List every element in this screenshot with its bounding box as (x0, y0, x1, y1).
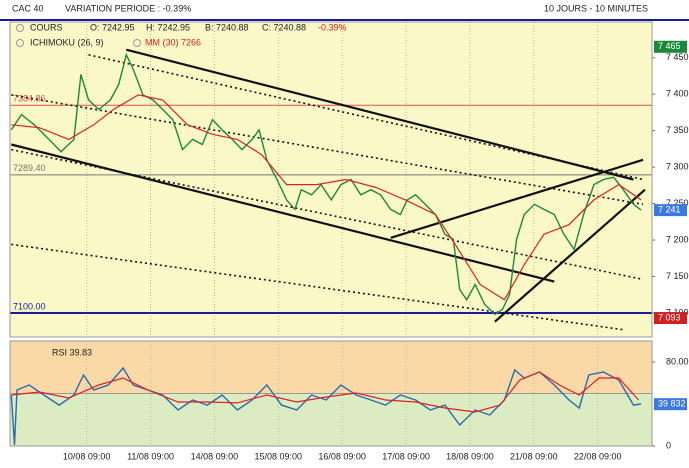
level-label: 7289.40 (13, 163, 46, 173)
y-tick-label: 0 (666, 440, 671, 450)
y-tick-label: 7 150 (666, 271, 689, 281)
y-tick-label: 7 200 (666, 234, 689, 244)
price-marker-label: 7 093 (658, 312, 681, 322)
x-tick-label: 21/08 09:00 (510, 451, 558, 461)
gear-icon[interactable] (16, 39, 24, 47)
gear-icon[interactable] (16, 24, 24, 32)
price-marker (654, 204, 687, 217)
panel-border (9, 21, 653, 338)
indicator: ICHIMOKU (26, 9) (30, 37, 104, 47)
price-marker (654, 40, 687, 53)
price-marker-label: 7 465 (658, 41, 681, 51)
level-label: 7384.86 (13, 94, 46, 104)
legend-mm: MM (30) 7266 (145, 37, 201, 47)
x-tick-label: 18/08 09:00 (446, 451, 494, 461)
level-label: 7100.00 (13, 301, 46, 311)
price-marker-label: 7 241 (658, 205, 681, 215)
x-tick-label: 11/08 09:00 (127, 451, 174, 461)
x-tick-label: 14/08 09:00 (191, 451, 239, 461)
zone-below (10, 393, 652, 446)
info: C: 7240.88 (262, 22, 306, 32)
info: B: 7240.88 (205, 22, 249, 32)
y-tick-label: 7 450 (666, 52, 689, 62)
legend-cours: COURS (30, 22, 63, 32)
price-marker (654, 312, 687, 325)
x-tick-label: 15/08 09:00 (255, 451, 303, 461)
x-tick-label: 22/08 09:00 (574, 451, 622, 461)
gear-icon[interactable] (133, 39, 141, 47)
rsi-title: RSI 39.83 (52, 347, 92, 357)
zone-above (10, 341, 652, 394)
series-line (11, 371, 640, 413)
price-marker-label: 39 832 (658, 399, 686, 409)
series-line (10, 52, 642, 316)
info: H: 7242.95 (146, 22, 190, 32)
subtitle: VARIATION PERIODE : -0.39% (65, 3, 191, 13)
x-tick-label: 16/08 09:00 (318, 451, 366, 461)
title: CAC 40 (12, 3, 44, 13)
y-tick-label: 7 250 (666, 198, 689, 208)
info: O: 7242.95 (90, 22, 135, 32)
trendline (11, 94, 644, 206)
y-tick-label: 80.00 (666, 356, 689, 366)
period: 10 JOURS - 10 MINUTES (544, 3, 648, 13)
trendline (390, 158, 644, 239)
y-tick-label: 7 300 (666, 161, 689, 171)
x-tick-label: 10/08 09:00 (63, 451, 111, 461)
price-panel (10, 22, 652, 337)
info-variation: -0.39% (318, 22, 347, 32)
panel-border (9, 340, 653, 447)
y-tick-label: 7 350 (666, 125, 689, 135)
series-line (11, 94, 642, 301)
x-tick-label: 17/08 09:00 (382, 451, 430, 461)
price-marker (654, 398, 687, 411)
trendline (494, 188, 646, 323)
y-tick-label: 7 400 (666, 89, 689, 99)
